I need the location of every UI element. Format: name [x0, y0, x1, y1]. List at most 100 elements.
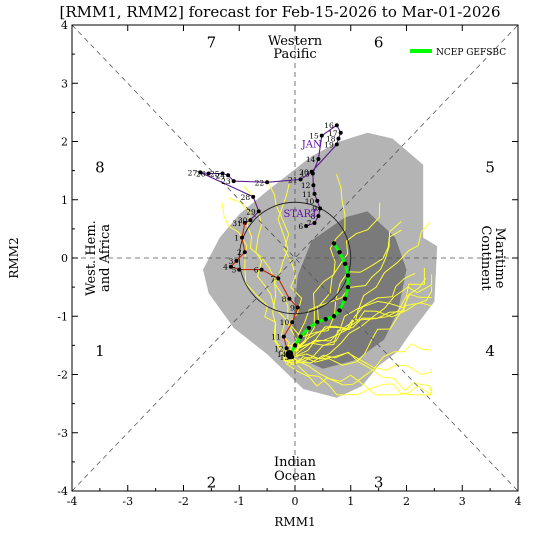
- observed-feb-point: [228, 264, 233, 269]
- observed-feb-point: [276, 276, 281, 281]
- observed-jan-day-label: 11: [302, 190, 312, 199]
- plot-area: 6789101112131415161718192021222324252627…: [71, 24, 519, 492]
- observed-jan-day-label: 14: [306, 155, 316, 164]
- observed-jan-point: [334, 123, 339, 128]
- ensemble-members: [221, 174, 433, 396]
- month-label: START: [283, 209, 318, 220]
- observed-jan-point: [220, 171, 225, 176]
- ensemble-member-line: [282, 277, 427, 359]
- ensemble-member-line: [293, 174, 346, 353]
- observed-jan-day-label: 28: [241, 193, 251, 202]
- y-tick-label: -1: [57, 310, 68, 323]
- observed-jan-point: [231, 179, 236, 184]
- ensemble-mean-point: [345, 273, 351, 278]
- ensemble-member-line: [282, 352, 433, 376]
- observed-feb-day-label: 13: [280, 353, 290, 362]
- observed-jan-day-label: 8: [311, 212, 316, 221]
- y-tick-label: -2: [57, 369, 68, 382]
- x-tick-label: 2: [403, 495, 410, 508]
- observed-feb-point: [287, 296, 292, 301]
- observed-jan-day-label: 6: [298, 222, 303, 231]
- y-tick-label: -3: [57, 427, 68, 440]
- observed-feb-point: [242, 250, 247, 255]
- x-tick-label: 1: [347, 495, 354, 508]
- region-label-top-1: Western: [268, 34, 323, 49]
- observed-feb-day-label: 9: [290, 304, 295, 313]
- observed-feb-day-label: 2: [237, 248, 242, 257]
- phase-number-6: 6: [374, 33, 384, 51]
- ensemble-mean-point: [331, 314, 337, 319]
- region-label-right-2: Continent: [478, 225, 493, 291]
- observed-jan-point: [318, 206, 323, 211]
- observed-jan-point: [309, 169, 314, 174]
- observed-jan-point: [338, 130, 343, 135]
- ensemble-mean-point: [337, 249, 342, 255]
- ensemble-mean-point: [306, 325, 312, 331]
- observed-jan-point: [319, 133, 324, 138]
- observed-jan-point: [316, 156, 321, 161]
- observed-feb-point: [237, 267, 242, 272]
- chart-title: [RMM1, RMM2] forecast for Feb-15-2026 to…: [59, 3, 500, 21]
- observed-jan-day-label: 27: [188, 168, 198, 177]
- y-tick-label: -4: [57, 485, 68, 498]
- phase-number-1: 1: [95, 342, 105, 360]
- phase-number-4: 4: [485, 342, 495, 360]
- observed-jan-point: [248, 218, 253, 223]
- observed-jan-point: [336, 136, 341, 141]
- observed-feb-point: [290, 320, 295, 325]
- x-tick-label: -1: [234, 495, 245, 508]
- ensemble-mean-point: [337, 308, 342, 313]
- observed-jan-day-label: 24: [216, 171, 226, 180]
- y-tick-label: 1: [61, 194, 68, 207]
- y-tick-label: 0: [61, 252, 68, 265]
- phase-number-8: 8: [95, 159, 105, 177]
- plot-contents: 6789101112131415161718192021222324252627…: [72, 25, 518, 491]
- y-axis-label: RMM2: [7, 237, 21, 278]
- observed-feb-day-label: 10: [280, 318, 290, 327]
- phase-number-3: 3: [374, 473, 384, 491]
- y-tick-label: 2: [61, 136, 68, 149]
- phase-number-7: 7: [207, 33, 217, 51]
- ensemble-member-line: [289, 351, 433, 394]
- observed-feb-day-label: 3: [229, 257, 234, 266]
- y-tick-label: 4: [61, 19, 68, 32]
- observed-jan-day-label: 25: [210, 170, 220, 179]
- phase-number-2: 2: [207, 473, 217, 491]
- region-label-right-1: Maritime: [492, 228, 507, 289]
- observed-jan-day-label: 18: [326, 135, 336, 144]
- ensemble-member-line: [281, 302, 432, 366]
- ensemble-member-line: [289, 268, 425, 366]
- observed-feb-point: [259, 267, 264, 272]
- region-label-top-2: Pacific: [273, 47, 316, 62]
- observed-feb-day-label: 8: [282, 295, 287, 304]
- ensemble-member-line: [296, 274, 433, 360]
- observed-jan-point: [315, 198, 320, 203]
- observed-jan-point: [198, 170, 203, 175]
- ensemble-member-line: [266, 179, 303, 361]
- ensemble-mean-point: [298, 334, 303, 339]
- ensemble-member-line: [221, 203, 289, 365]
- observed-jan-day-label: 19: [324, 140, 334, 149]
- ensemble-mean-point: [315, 319, 320, 325]
- observed-jan-day-label: 9: [312, 204, 317, 213]
- observed-feb-day-label: 5: [231, 266, 236, 275]
- x-axis-label: RMM1: [274, 515, 315, 529]
- ensemble-mean-point: [292, 343, 298, 348]
- observed-feb-point: [284, 346, 289, 351]
- observed-feb-point: [295, 305, 300, 310]
- observed-jan-day-label: 10: [305, 197, 315, 206]
- y-tick-label: 3: [61, 77, 68, 90]
- observed-jan-point: [304, 223, 309, 228]
- observed-jan-day-label: 12: [301, 181, 311, 190]
- observed-feb-day-label: 12: [274, 344, 284, 353]
- ensemble-member-line: [243, 186, 290, 355]
- observed-feb-day-label: 7: [270, 274, 275, 283]
- observed-jan-point: [311, 183, 316, 188]
- x-tick-label: -4: [67, 495, 78, 508]
- region-label-left-1: West. Hem.: [84, 220, 99, 296]
- ensemble-mean-point: [323, 316, 328, 322]
- observed-feb-point: [234, 258, 239, 263]
- observed-jan-day-label: 17: [328, 129, 338, 138]
